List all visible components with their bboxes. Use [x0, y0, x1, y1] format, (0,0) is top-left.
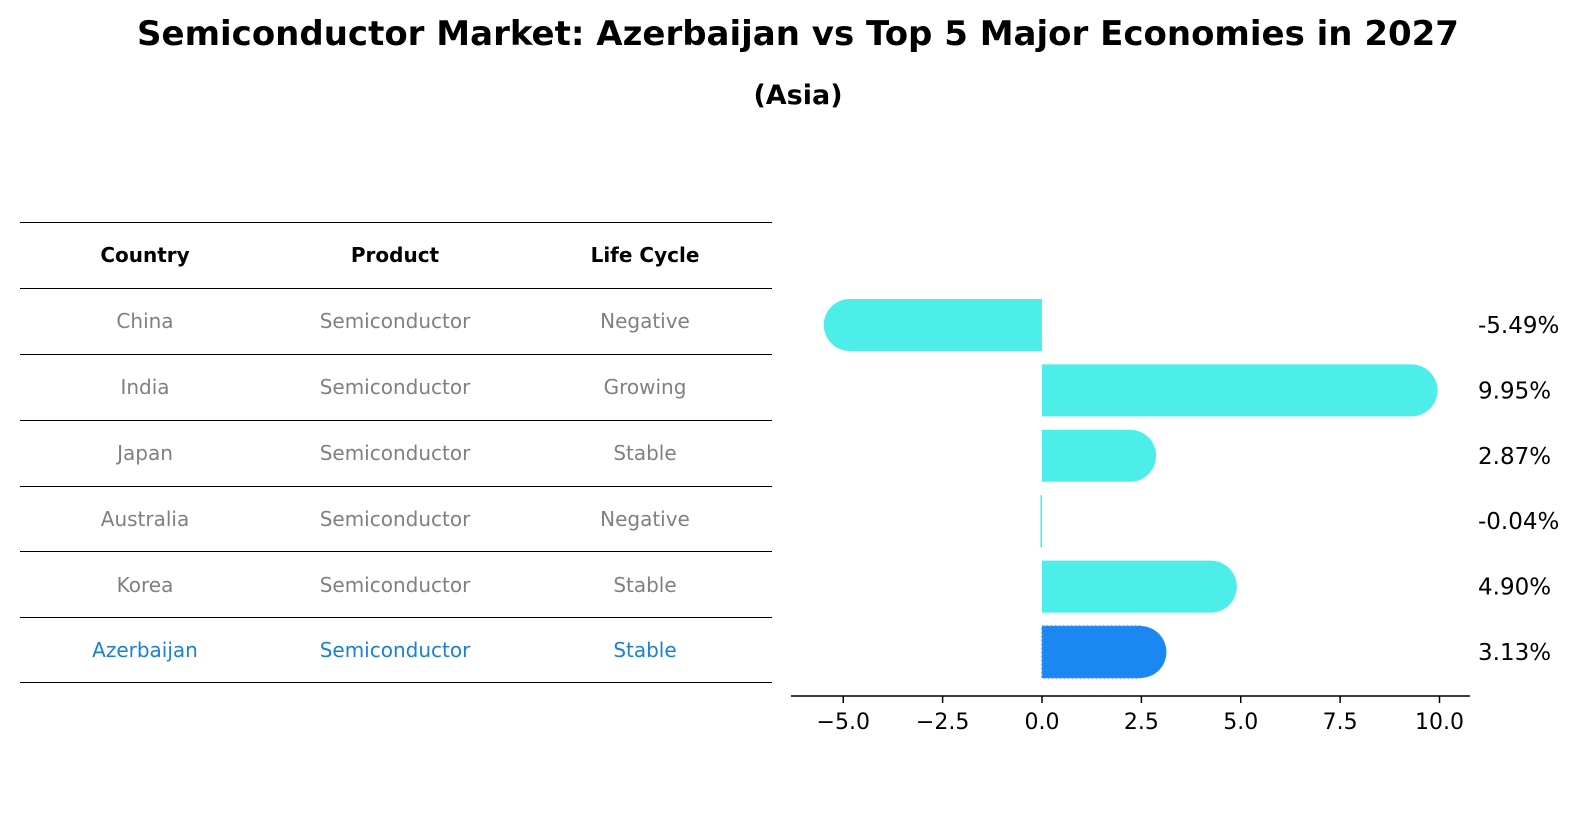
cell-product: Semiconductor [319, 309, 471, 334]
country-table: Country Product Life Cycle China Semicon… [20, 222, 772, 684]
data-label: -5.49% [1478, 313, 1559, 339]
chart-subtitle: (Asia) [753, 80, 843, 111]
bar [1040, 495, 1042, 548]
cell-life-cycle: Stable [613, 638, 677, 663]
table-header-row: Country Product Life Cycle [20, 222, 772, 288]
data-label: 3.13% [1478, 640, 1551, 666]
cell-product: Semiconductor [319, 638, 471, 663]
table-row: China Semiconductor Negative [20, 287, 772, 354]
table-row: Korea Semiconductor Stable [20, 551, 772, 617]
x-tick-label: 0.0 [1025, 710, 1060, 735]
cell-life-cycle: Stable [613, 441, 677, 466]
cell-country: Australia [100, 507, 190, 531]
cell-life-cycle: Negative [600, 507, 690, 531]
table-row: Japan Semiconductor Stable [20, 419, 772, 486]
cell-country: Japan [117, 441, 173, 466]
data-label: 9.95% [1478, 378, 1551, 404]
x-tick-label: −5.0 [817, 710, 870, 735]
header-country: Country [100, 243, 190, 268]
data-label: 4.90% [1478, 575, 1551, 601]
bar [1042, 429, 1157, 482]
x-tick-label: 2.5 [1124, 710, 1159, 735]
bar [823, 299, 1042, 351]
cell-life-cycle: Stable [613, 572, 677, 597]
cell-product: Semiconductor [319, 441, 471, 466]
chart-title: Semiconductor Market: Azerbaijan vs Top … [137, 14, 1459, 54]
cell-life-cycle: Negative [600, 309, 690, 334]
table-row-highlighted: Azerbaijan Semiconductor Stable [20, 617, 772, 684]
cell-product: Semiconductor [319, 507, 471, 531]
data-label: -0.04% [1478, 509, 1559, 535]
cell-country: Korea [116, 572, 174, 597]
header-life-cycle: Life Cycle [590, 243, 700, 268]
table-row: Australia Semiconductor Negative [20, 485, 772, 552]
cell-country: China [116, 309, 174, 334]
cell-country: India [120, 375, 170, 400]
header-product: Product [350, 243, 440, 268]
cell-life-cycle: Growing [603, 375, 687, 400]
bar [1042, 626, 1167, 678]
data-label: 2.87% [1478, 444, 1551, 470]
x-tick-label: 7.5 [1323, 710, 1358, 735]
bar [1042, 560, 1237, 613]
table-row: India Semiconductor Growing [20, 353, 772, 420]
x-tick-label: −2.5 [916, 710, 969, 735]
cell-product: Semiconductor [319, 375, 471, 400]
cell-country: Azerbaijan [92, 638, 198, 663]
highlight-outline [1041, 625, 1141, 679]
x-tick-label: 5.0 [1223, 710, 1258, 735]
cell-product: Semiconductor [319, 572, 471, 597]
x-tick-label: 10.0 [1415, 710, 1464, 735]
bar [1042, 364, 1438, 417]
